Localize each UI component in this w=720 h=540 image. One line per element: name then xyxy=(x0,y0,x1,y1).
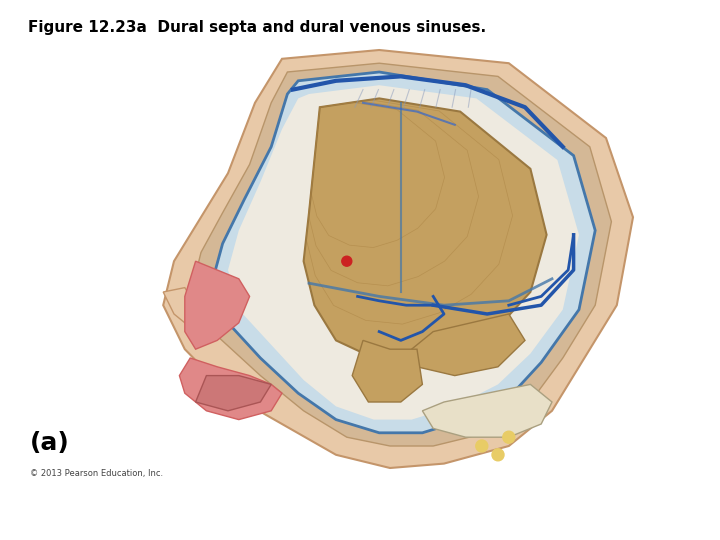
Polygon shape xyxy=(179,358,282,420)
Polygon shape xyxy=(196,376,271,411)
Polygon shape xyxy=(423,384,552,437)
Polygon shape xyxy=(228,85,579,420)
Polygon shape xyxy=(352,340,423,402)
Circle shape xyxy=(476,440,488,452)
Polygon shape xyxy=(190,63,611,446)
Text: Figure 12.23a  Dural septa and dural venous sinuses.: Figure 12.23a Dural septa and dural veno… xyxy=(28,20,486,35)
Circle shape xyxy=(342,256,352,266)
Text: (a): (a) xyxy=(30,431,70,455)
Polygon shape xyxy=(412,314,525,376)
Polygon shape xyxy=(212,72,595,433)
Circle shape xyxy=(503,431,515,443)
Polygon shape xyxy=(185,261,250,349)
Polygon shape xyxy=(163,50,633,468)
Text: © 2013 Pearson Education, Inc.: © 2013 Pearson Education, Inc. xyxy=(30,469,163,478)
Polygon shape xyxy=(304,98,546,362)
Polygon shape xyxy=(163,288,207,332)
Circle shape xyxy=(492,449,504,461)
